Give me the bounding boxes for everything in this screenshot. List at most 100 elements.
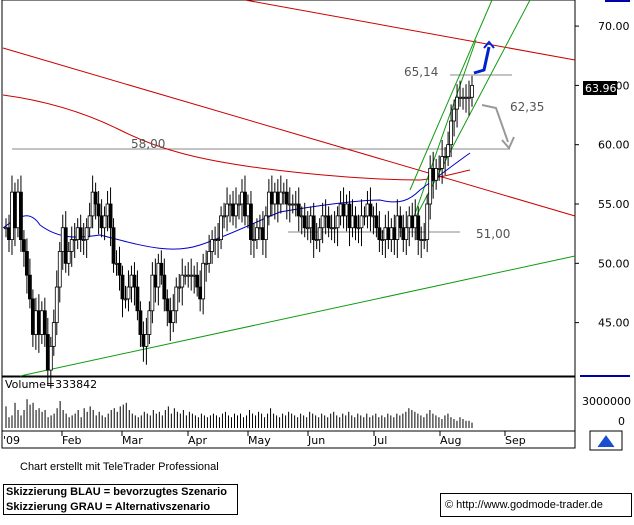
- candlestick-series: [4, 75, 474, 389]
- candle-body: [266, 191, 271, 217]
- candle: [446, 131, 451, 167]
- candle: [296, 187, 301, 232]
- candle: [470, 75, 474, 107]
- candle-body: [329, 227, 334, 230]
- candle-body: [452, 108, 456, 122]
- candle-body: [225, 203, 229, 217]
- candle-body: [368, 203, 373, 217]
- scenario-legend: Skizzierung BLAU = bevorzugtes Szenario …: [3, 484, 238, 515]
- candle-body: [117, 262, 122, 276]
- candle-body: [90, 191, 95, 217]
- candle-body: [180, 274, 185, 288]
- candle-body: [60, 227, 65, 252]
- candle: [207, 234, 212, 273]
- candle: [320, 202, 325, 244]
- candle-body: [359, 215, 364, 229]
- month-label: '09: [3, 434, 20, 447]
- candle: [368, 187, 373, 232]
- label-58: 58,00: [131, 137, 165, 151]
- candle-body: [54, 286, 59, 324]
- candle-body: [81, 239, 86, 241]
- green-channel-inner: [409, 39, 477, 229]
- month-label: Apr: [188, 434, 208, 447]
- candle: [96, 190, 101, 235]
- candle-body: [63, 227, 68, 264]
- candle-body: [293, 203, 298, 206]
- candle-body: [470, 85, 474, 98]
- candle: [437, 155, 442, 181]
- candle: [78, 214, 83, 253]
- candle-body: [440, 156, 445, 169]
- candle-body: [156, 262, 161, 288]
- candle: [210, 230, 215, 264]
- candle-body: [51, 322, 56, 347]
- candle-body: [272, 191, 277, 205]
- candle: [216, 222, 220, 258]
- candle: [27, 258, 32, 309]
- candle-body: [260, 227, 265, 240]
- candle: [452, 99, 456, 137]
- candle: [311, 202, 316, 258]
- month-label: Jul: [373, 434, 387, 447]
- candle-body: [237, 203, 241, 206]
- candle: [255, 218, 259, 250]
- candle: [428, 155, 433, 220]
- candle: [159, 250, 164, 285]
- candle-body: [153, 274, 158, 288]
- candle-body: [19, 191, 23, 240]
- candle-body: [189, 274, 194, 277]
- candle-body: [114, 262, 119, 265]
- candle-body: [99, 215, 104, 229]
- blue-arrow-tip: [483, 40, 495, 49]
- website-url[interactable]: http://www.godmode-trader.de: [456, 499, 603, 511]
- month-label: May: [248, 434, 271, 447]
- candle-body: [25, 251, 29, 276]
- volume-tick-0: 0: [618, 415, 625, 428]
- candle-body: [401, 227, 406, 240]
- candle-body: [105, 203, 110, 217]
- candle-body: [213, 239, 218, 241]
- candle-body: [389, 227, 394, 240]
- candle: [356, 214, 361, 244]
- candle-body: [383, 227, 388, 240]
- candle-body: [449, 120, 453, 146]
- candle-body: [96, 203, 101, 217]
- website-link[interactable]: © http://www.godmode-trader.de: [440, 493, 632, 517]
- candle: [108, 187, 113, 247]
- month-label: Feb: [62, 434, 81, 447]
- candle: [353, 206, 358, 241]
- candle-body: [87, 215, 92, 229]
- candle: [434, 158, 439, 190]
- candle: [19, 175, 23, 253]
- legend-blue: Skizzierung BLAU = bevorzugtes Szenario: [6, 486, 227, 498]
- candle: [467, 80, 471, 116]
- candle-body: [108, 203, 113, 229]
- red-trendline-upper: [244, 0, 576, 61]
- candle-body: [120, 274, 125, 300]
- chart-credit: Chart erstellt mit TeleTrader Profession…: [20, 461, 219, 473]
- blue-moving-average: [2, 152, 471, 250]
- candle-body: [353, 215, 358, 229]
- candle: [335, 206, 340, 247]
- candle-body: [413, 215, 418, 229]
- candle-body: [362, 215, 367, 218]
- candle-body: [344, 203, 349, 217]
- candle-body: [144, 334, 149, 347]
- candle: [305, 211, 310, 241]
- candle-body: [410, 215, 415, 229]
- candle-body: [231, 203, 235, 217]
- candle-body: [75, 227, 80, 240]
- green-long-trendline: [19, 255, 576, 377]
- label-65: 65,14: [404, 65, 438, 79]
- candle-body: [249, 203, 253, 240]
- candle-body: [287, 203, 292, 206]
- candle: [171, 294, 176, 333]
- candle-body: [228, 203, 232, 206]
- last-price-tag: 63.96: [585, 82, 617, 95]
- candle: [263, 206, 268, 258]
- candle: [443, 147, 448, 175]
- candle-body: [22, 239, 26, 252]
- candle-body: [281, 191, 286, 194]
- candle-body: [341, 203, 346, 217]
